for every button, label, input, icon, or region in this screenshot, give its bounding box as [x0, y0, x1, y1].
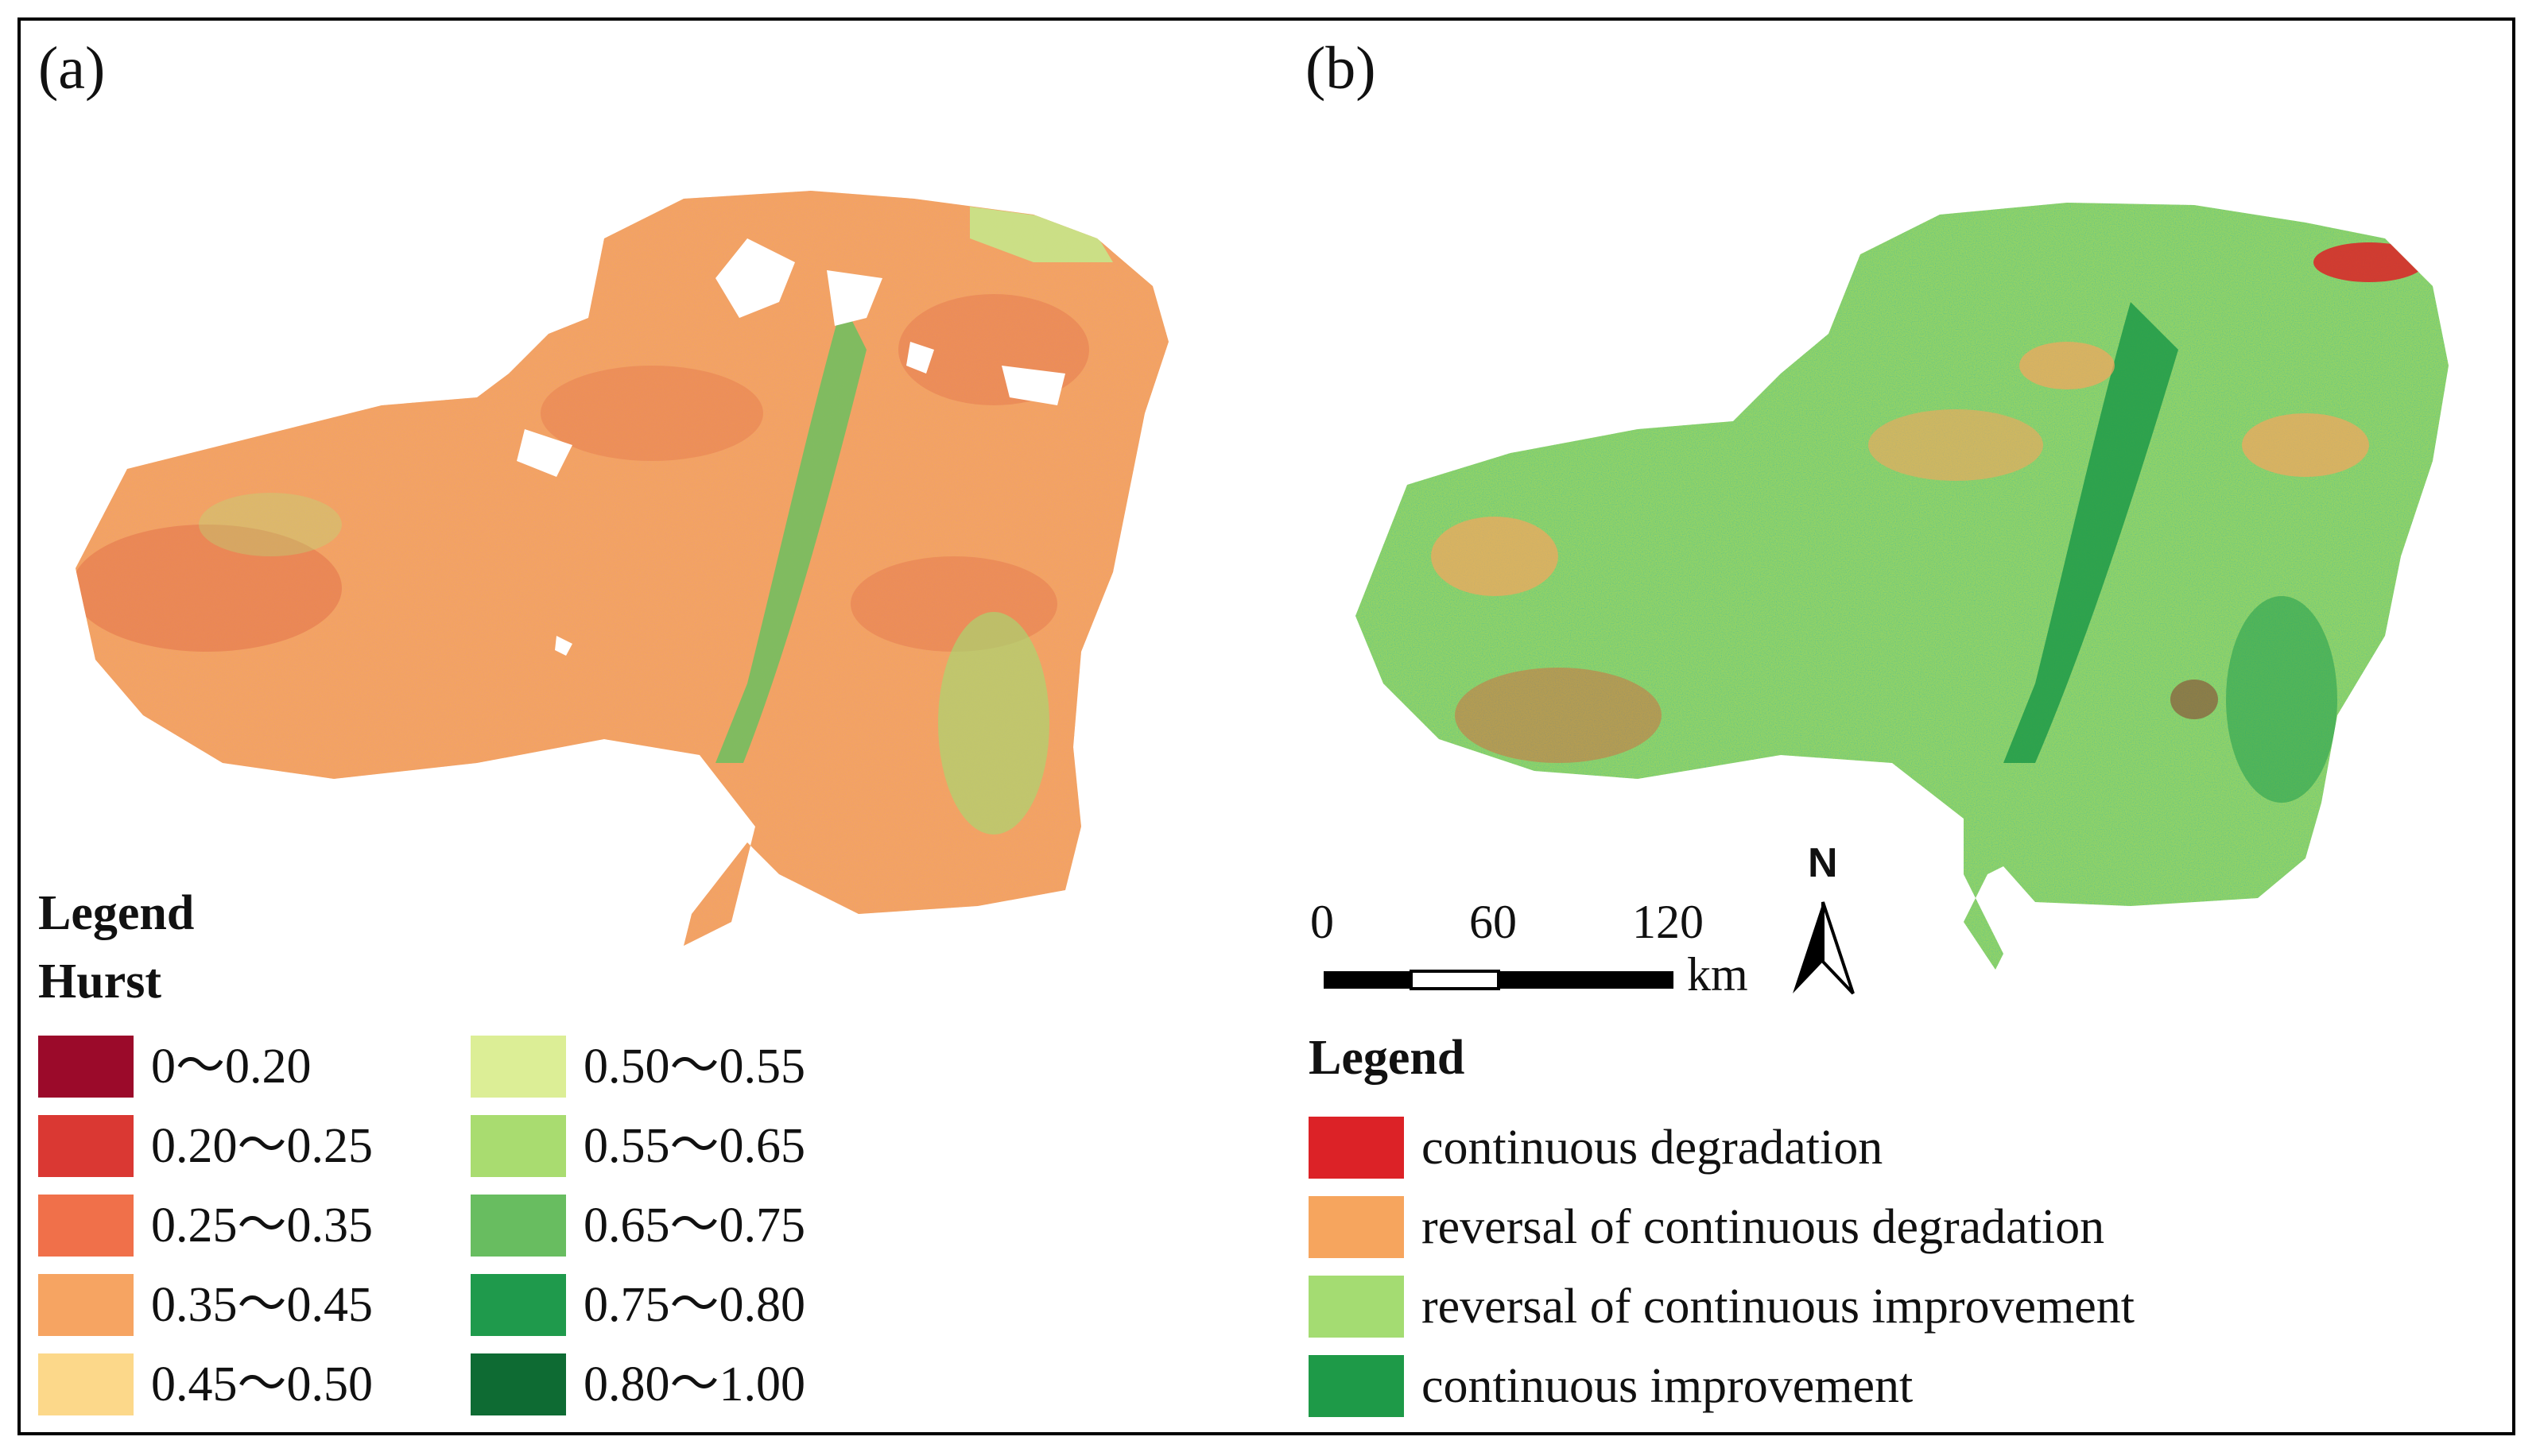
legend-a-item-swatch — [471, 1353, 566, 1415]
scale-tick-120: 120 — [1632, 896, 1704, 948]
legend-a-item-row: 0.55～0.65 — [471, 1114, 805, 1178]
scale-tick-0: 0 — [1310, 896, 1334, 948]
legend-a-item-swatch — [38, 1274, 134, 1336]
legend-a-item-label: 0.20～0.25 — [151, 1119, 374, 1173]
legend-a-item-row: 0.35～0.45 — [38, 1273, 373, 1337]
legend-a-title: Legend — [38, 886, 195, 940]
legend-b-item-row: continuous degradation — [1309, 1116, 1883, 1179]
legend-b-item-label: continuous degradation — [1421, 1121, 1883, 1175]
panel-a-label: (a) — [38, 35, 106, 102]
legend-a-item-row: 0.25～0.35 — [38, 1194, 373, 1257]
legend-a-item-row: 0.45～0.50 — [38, 1353, 373, 1416]
map-b-trend — [1355, 203, 2449, 970]
legend-b-item-row: reversal of continuous degradation — [1309, 1195, 2104, 1259]
legend-a-item-row: 0.75～0.80 — [471, 1273, 805, 1337]
legend-b-item-row: reversal of continuous improvement — [1309, 1275, 2135, 1338]
legend-b-item-row: continuous improvement — [1309, 1354, 1913, 1418]
legend-a-item-row: 0.50～0.55 — [471, 1035, 805, 1098]
legend-a-item-label: 0.80～1.00 — [584, 1357, 806, 1411]
scale-unit: km — [1687, 948, 1748, 1001]
figure-frame — [17, 17, 2515, 1435]
legend-b-item-label: reversal of continuous degradation — [1421, 1200, 2105, 1254]
north-label: N — [1808, 840, 1838, 886]
legend-b-item-label: reversal of continuous improvement — [1421, 1280, 2135, 1334]
legend-a-item-swatch — [471, 1274, 566, 1336]
legend-a-item-label: 0.75～0.80 — [584, 1278, 806, 1332]
scale-bar — [1324, 970, 1673, 990]
legend-a-item-label: 0.50～0.55 — [584, 1040, 806, 1094]
legend-a-item-label: 0.55～0.65 — [584, 1119, 806, 1173]
scale-tick-60: 60 — [1469, 896, 1517, 948]
legend-a-item-row: 0.65～0.75 — [471, 1194, 805, 1257]
legend-b-item-swatch — [1309, 1276, 1404, 1338]
legend-b-item-label: continuous improvement — [1421, 1359, 1914, 1413]
legend-a-item-swatch — [38, 1195, 134, 1257]
map-a-hurst — [76, 191, 1169, 946]
panel-b-label: (b) — [1305, 35, 1376, 102]
legend-a-item-swatch — [38, 1036, 134, 1098]
north-arrow-icon — [1793, 901, 1855, 995]
legend-b-item-swatch — [1309, 1355, 1404, 1417]
legend-a-item-row: 0.20～0.25 — [38, 1114, 373, 1178]
legend-a-item-row: 0.80～1.00 — [471, 1353, 805, 1416]
legend-a-subtitle: Hurst — [38, 955, 161, 1009]
legend-a-item-swatch — [38, 1115, 134, 1177]
legend-a-item-label: 0.45～0.50 — [151, 1357, 374, 1411]
legend-a-item-label: 0.25～0.35 — [151, 1198, 374, 1253]
legend-a-item-swatch — [471, 1195, 566, 1257]
legend-a-item-label: 0.35～0.45 — [151, 1278, 374, 1332]
legend-a-item-label: 0.65～0.75 — [584, 1198, 806, 1253]
legend-b-item-swatch — [1309, 1117, 1404, 1179]
legend-b-title: Legend — [1309, 1031, 1465, 1085]
legend-a-item-row: 0～0.20 — [38, 1035, 312, 1098]
legend-b-item-swatch — [1309, 1196, 1404, 1258]
legend-a-item-swatch — [471, 1036, 566, 1098]
legend-a-item-label: 0～0.20 — [151, 1040, 312, 1094]
legend-a-item-swatch — [38, 1353, 134, 1415]
legend-a-item-swatch — [471, 1115, 566, 1177]
